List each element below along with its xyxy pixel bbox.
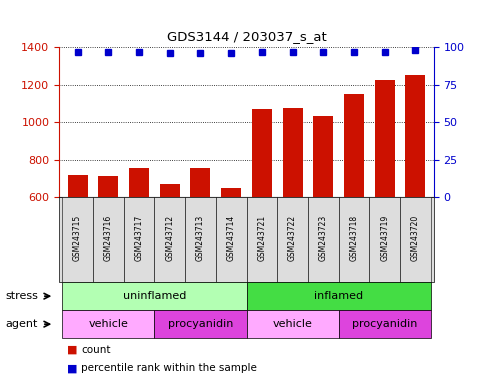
Bar	[313, 116, 333, 197]
Text: GSM243714: GSM243714	[227, 215, 236, 261]
Text: GSM243716: GSM243716	[104, 215, 113, 261]
Text: GSM243722: GSM243722	[288, 215, 297, 261]
Text: GSM243719: GSM243719	[380, 215, 389, 261]
Text: stress: stress	[5, 291, 38, 301]
Text: procyanidin: procyanidin	[168, 319, 233, 329]
Bar	[129, 169, 149, 197]
Text: GSM243720: GSM243720	[411, 215, 420, 261]
Bar	[405, 75, 425, 197]
Text: vehicle: vehicle	[88, 319, 128, 329]
Text: GSM243712: GSM243712	[165, 215, 174, 261]
Text: GDS3144 / 203037_s_at: GDS3144 / 203037_s_at	[167, 30, 326, 43]
Text: uninflamed: uninflamed	[123, 291, 186, 301]
Text: GSM243717: GSM243717	[135, 215, 143, 261]
Text: GSM243718: GSM243718	[350, 215, 358, 261]
Text: procyanidin: procyanidin	[352, 319, 418, 329]
Text: percentile rank within the sample: percentile rank within the sample	[81, 363, 257, 373]
Text: GSM243715: GSM243715	[73, 215, 82, 261]
Bar	[344, 94, 364, 197]
Bar	[160, 184, 180, 197]
Bar	[190, 168, 211, 197]
Bar	[252, 109, 272, 197]
Text: GSM243723: GSM243723	[319, 215, 328, 261]
Text: GSM243713: GSM243713	[196, 215, 205, 261]
Text: GSM243721: GSM243721	[257, 215, 266, 261]
Text: count: count	[81, 345, 111, 355]
Bar	[98, 176, 118, 197]
Bar	[282, 108, 303, 197]
Text: ■: ■	[67, 363, 77, 373]
Text: agent: agent	[5, 319, 37, 329]
Text: inflamed: inflamed	[314, 291, 363, 301]
Text: ■: ■	[67, 345, 77, 355]
Bar	[375, 80, 395, 197]
Text: vehicle: vehicle	[273, 319, 313, 329]
Bar	[68, 175, 88, 197]
Bar	[221, 188, 241, 197]
